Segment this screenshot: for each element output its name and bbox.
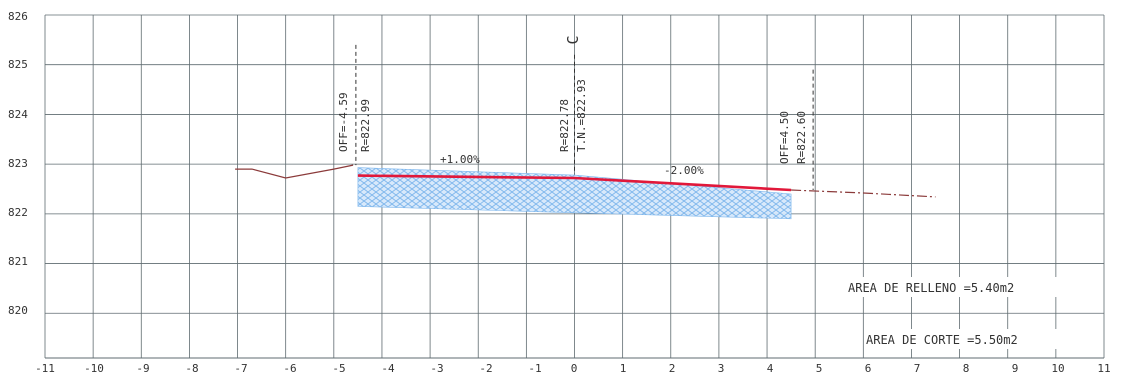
x-tick-label: 5 [816, 362, 823, 375]
natural-ground-line [235, 164, 354, 179]
x-tick-label: 1 [620, 362, 627, 375]
x-tick-label: 10 [1051, 362, 1064, 375]
x-tick-label: 4 [767, 362, 774, 375]
design-grade-line [357, 174, 792, 192]
x-axis-labels: -11 -10 -9 -8 -7 -6 -5 -4 -3 -2 -1 0 1 2… [35, 362, 1111, 375]
x-tick-label: -6 [283, 362, 296, 375]
y-tick-label: 823 [8, 157, 28, 170]
area-cut-bg [864, 329, 1060, 349]
x-tick-label: 8 [963, 362, 970, 375]
x-tick-label: -2 [479, 362, 492, 375]
y-tick-label: 822 [8, 206, 28, 219]
x-tick-label: 11 [1097, 362, 1110, 375]
x-tick-label: 7 [914, 362, 921, 375]
fill-area-hatch [357, 167, 792, 220]
area-fill-label: AREA DE RELLENO =5.40m2 [848, 281, 1014, 295]
y-axis-labels: 826 825 824 823 822 821 820 [8, 10, 28, 317]
y-tick-label: 826 [8, 10, 28, 23]
y-tick-label: 825 [8, 58, 28, 71]
x-tick-label: -9 [136, 362, 149, 375]
x-tick-label: 2 [669, 362, 676, 375]
center-ground-label: T.N.=822.93 [575, 79, 588, 152]
y-tick-label: 821 [8, 255, 28, 268]
x-tick-label: 6 [865, 362, 872, 375]
slope-left-label: +1.00% [440, 153, 480, 166]
x-tick-label: -5 [332, 362, 345, 375]
x-tick-label: -10 [84, 362, 104, 375]
y-tick-label: 824 [8, 108, 28, 121]
right-offset-label: OFF=4.50 [778, 111, 791, 164]
x-tick-label: 9 [1012, 362, 1019, 375]
x-tick-label: -8 [185, 362, 198, 375]
right-elevation-label: R=822.60 [795, 111, 808, 164]
x-tick-label: -3 [430, 362, 443, 375]
left-elevation-label: R=822.99 [359, 99, 372, 152]
y-tick-label: 820 [8, 304, 28, 317]
x-tick-label: 3 [718, 362, 725, 375]
x-tick-label: -11 [35, 362, 55, 375]
x-tick-label: 0 [571, 362, 578, 375]
area-fill-bg [846, 277, 1061, 297]
x-tick-label: -7 [234, 362, 247, 375]
x-tick-label: -1 [528, 362, 541, 375]
left-offset-label: OFF=-4.59 [337, 92, 350, 152]
slope-right-label: -2.00% [664, 164, 704, 177]
centerline-symbol: C [564, 35, 582, 44]
natural-ground-right [791, 189, 936, 198]
x-tick-label: -4 [381, 362, 395, 375]
center-elevation-label: R=822.78 [558, 99, 571, 152]
area-cut-label: AREA DE CORTE =5.50m2 [866, 333, 1018, 347]
